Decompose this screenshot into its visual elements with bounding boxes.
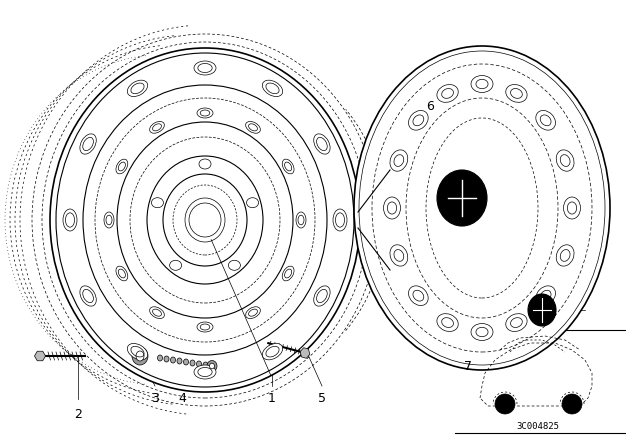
Ellipse shape: [189, 203, 221, 237]
Ellipse shape: [556, 245, 574, 266]
Ellipse shape: [282, 266, 294, 281]
Polygon shape: [300, 348, 310, 358]
Ellipse shape: [132, 347, 148, 365]
Ellipse shape: [437, 314, 458, 332]
Ellipse shape: [562, 394, 582, 414]
Ellipse shape: [177, 358, 182, 364]
Ellipse shape: [495, 394, 515, 414]
Ellipse shape: [563, 197, 580, 219]
Ellipse shape: [556, 150, 574, 171]
Text: 5: 5: [318, 392, 326, 405]
Ellipse shape: [437, 170, 487, 226]
Ellipse shape: [170, 357, 175, 363]
Ellipse shape: [63, 209, 77, 231]
Text: 7: 7: [464, 359, 472, 372]
Ellipse shape: [209, 363, 214, 369]
Ellipse shape: [116, 159, 128, 174]
Ellipse shape: [104, 212, 114, 228]
Ellipse shape: [246, 198, 259, 208]
Ellipse shape: [246, 307, 260, 319]
Ellipse shape: [314, 134, 330, 154]
Ellipse shape: [506, 314, 527, 332]
Ellipse shape: [333, 209, 347, 231]
Ellipse shape: [296, 212, 306, 228]
Ellipse shape: [471, 76, 493, 92]
Ellipse shape: [197, 322, 213, 332]
Polygon shape: [35, 351, 45, 361]
Ellipse shape: [383, 197, 401, 219]
Ellipse shape: [528, 294, 556, 326]
Ellipse shape: [536, 111, 556, 130]
Ellipse shape: [80, 134, 96, 154]
Ellipse shape: [50, 48, 360, 392]
Ellipse shape: [150, 121, 164, 133]
Ellipse shape: [170, 260, 182, 270]
Ellipse shape: [246, 121, 260, 133]
Ellipse shape: [207, 361, 217, 371]
Ellipse shape: [150, 307, 164, 319]
Ellipse shape: [196, 361, 202, 367]
Ellipse shape: [536, 286, 556, 306]
Ellipse shape: [199, 159, 211, 169]
Ellipse shape: [127, 344, 148, 360]
Ellipse shape: [408, 286, 428, 306]
Ellipse shape: [127, 80, 148, 97]
Ellipse shape: [116, 266, 128, 281]
Ellipse shape: [194, 365, 216, 379]
Ellipse shape: [282, 159, 294, 174]
Ellipse shape: [136, 351, 144, 361]
Ellipse shape: [228, 260, 241, 270]
Ellipse shape: [194, 61, 216, 75]
Ellipse shape: [390, 150, 408, 171]
Text: 1: 1: [268, 392, 276, 405]
Ellipse shape: [471, 323, 493, 340]
Ellipse shape: [262, 80, 283, 97]
Ellipse shape: [203, 362, 208, 368]
Ellipse shape: [437, 85, 458, 102]
Ellipse shape: [197, 108, 213, 118]
Text: 6: 6: [426, 99, 434, 112]
Ellipse shape: [390, 245, 408, 266]
Ellipse shape: [164, 356, 169, 362]
Ellipse shape: [184, 359, 189, 365]
Ellipse shape: [506, 85, 527, 102]
Ellipse shape: [80, 286, 96, 306]
Text: 4: 4: [178, 392, 186, 405]
Text: 3: 3: [151, 392, 159, 405]
Ellipse shape: [314, 286, 330, 306]
Text: 3C004825: 3C004825: [516, 422, 559, 431]
Ellipse shape: [354, 46, 610, 370]
Text: 2: 2: [74, 408, 82, 421]
Ellipse shape: [190, 360, 195, 366]
Ellipse shape: [408, 111, 428, 130]
Ellipse shape: [152, 198, 163, 208]
Ellipse shape: [157, 355, 163, 361]
Ellipse shape: [262, 344, 283, 360]
